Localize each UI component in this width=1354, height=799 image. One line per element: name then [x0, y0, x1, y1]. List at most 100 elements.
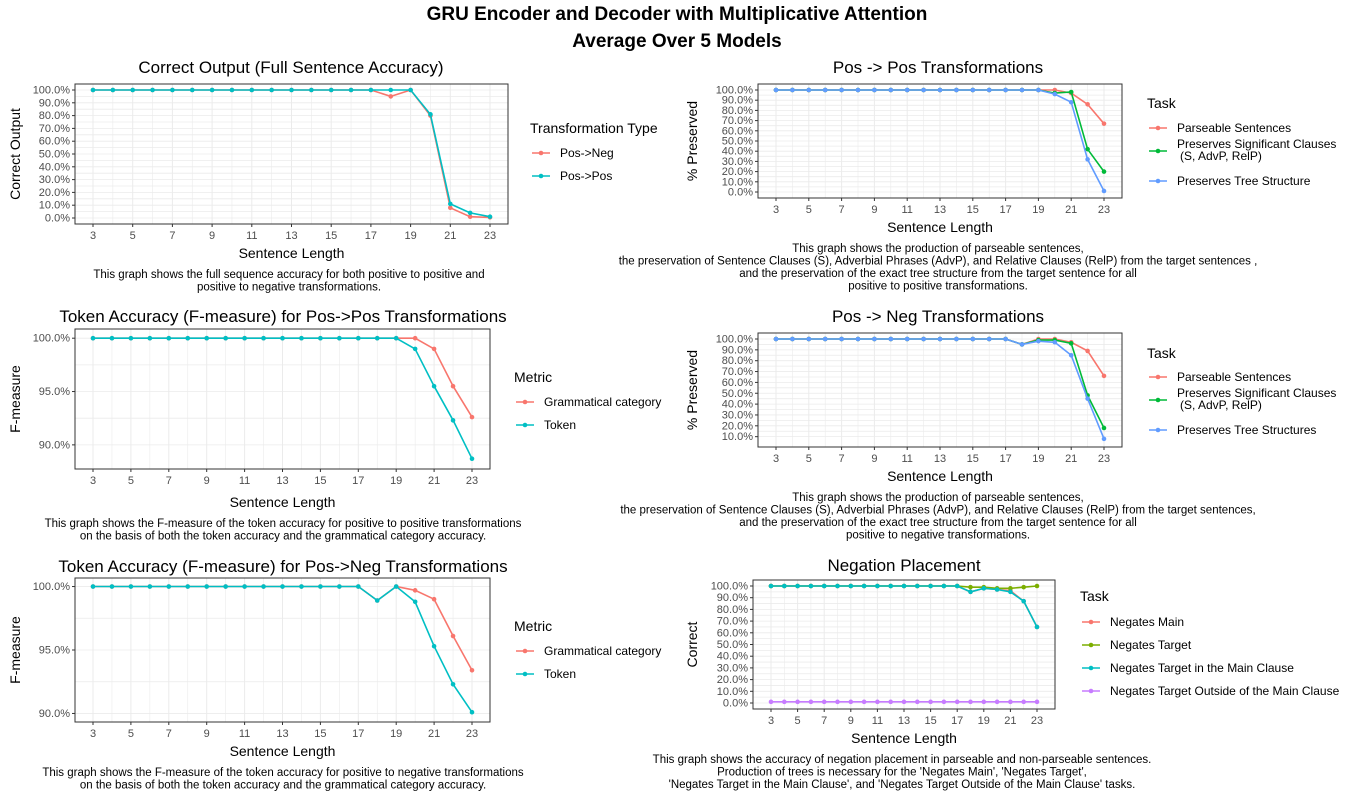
chart-title: Token Accuracy (F-measure) for Pos->Neg …: [58, 557, 507, 576]
data-point: [888, 699, 893, 705]
legend-key-point: [1155, 125, 1161, 131]
ytick-label: 30.0%: [722, 409, 753, 421]
ytick-label: 60.0%: [39, 136, 70, 148]
xtick-label: 5: [128, 475, 134, 487]
xtick-label: 23: [1031, 715, 1043, 727]
chart-caption: and the preservation of the exact tree s…: [739, 268, 1137, 280]
chart-caption: positive to negative transformations.: [197, 282, 381, 294]
xtick-label: 9: [204, 728, 210, 740]
xtick-label: 17: [352, 728, 364, 740]
legend-key-point: [538, 150, 544, 156]
data-point: [1036, 87, 1041, 93]
data-point: [431, 383, 437, 389]
ytick-label: 100.0%: [716, 334, 754, 346]
data-point: [986, 87, 992, 93]
ytick-label: 50.0%: [722, 136, 753, 148]
ytick-label: 10.0%: [722, 176, 753, 188]
data-point: [469, 668, 475, 673]
ytick-label: 50.0%: [39, 149, 70, 161]
data-point: [1101, 121, 1107, 126]
chart-caption: positive to negative transformations.: [846, 530, 1030, 542]
data-point: [1034, 624, 1040, 630]
data-point: [1085, 348, 1090, 354]
data-point: [888, 583, 893, 589]
xtick-label: 9: [871, 453, 877, 465]
ytick-label: 70.0%: [722, 115, 753, 127]
xtick-label: 13: [276, 728, 288, 740]
data-point: [408, 87, 413, 93]
data-point: [994, 587, 1000, 592]
y-axis-label: % Preserved: [684, 101, 700, 181]
chart-caption: This graph shows the production of parse…: [792, 243, 1084, 255]
data-point: [872, 87, 877, 93]
data-point: [1021, 598, 1026, 604]
figure-title: GRU Encoder and Decoder with Multiplicat…: [426, 4, 928, 25]
data-point: [835, 699, 840, 705]
ytick-label: 100.0%: [33, 85, 71, 97]
y-axis-label: F-measure: [7, 365, 23, 433]
xtick-label: 13: [898, 715, 910, 727]
legend-key-point: [1088, 665, 1094, 671]
chart-title: Token Accuracy (F-measure) for Pos->Pos …: [59, 307, 506, 326]
data-point: [261, 584, 266, 589]
xtick-label: 21: [1065, 453, 1077, 465]
legend-key-point: [1155, 374, 1161, 380]
xtick-label: 11: [901, 204, 912, 216]
data-point: [806, 87, 812, 93]
data-point: [822, 336, 828, 342]
data-point: [467, 214, 473, 220]
ytick-label: 90.0%: [717, 592, 748, 604]
chart-caption: This graph shows the F-measure of the to…: [42, 767, 524, 779]
data-point: [904, 87, 910, 93]
data-point: [289, 87, 294, 93]
xtick-label: 19: [390, 728, 402, 740]
xtick-label: 3: [773, 453, 779, 465]
xtick-label: 7: [839, 453, 845, 465]
data-point: [768, 583, 774, 589]
data-point: [1085, 396, 1090, 401]
chart-caption: This graph shows the full sequence accur…: [93, 269, 484, 281]
legend-title: Task: [1080, 588, 1110, 604]
data-point: [90, 87, 96, 93]
ytick-label: 80.0%: [722, 355, 753, 367]
legend-label: Parseable Sentences: [1177, 370, 1291, 384]
data-point: [888, 87, 894, 93]
xtick-label: 5: [795, 715, 801, 727]
ytick-label: 30.0%: [717, 662, 748, 674]
data-point: [428, 112, 433, 117]
ytick-label: 0.0%: [45, 213, 70, 225]
data-point: [839, 336, 844, 342]
data-point: [109, 335, 115, 341]
data-point: [1085, 101, 1090, 107]
data-point: [875, 583, 880, 589]
data-point: [954, 336, 959, 342]
data-point: [875, 699, 880, 705]
data-point: [487, 214, 493, 220]
chart-p3: 90.0% 95.0% 100.0% 3 5 7 9 11 13 15 17 19 21 23 Token …: [7, 307, 661, 543]
figure-subtitle: Average Over 5 Models: [572, 31, 782, 52]
xtick-label: 9: [209, 230, 215, 242]
data-point: [915, 583, 920, 589]
ytick-label: 20.0%: [39, 187, 70, 199]
data-point: [941, 583, 947, 589]
legend-title: Task: [1147, 95, 1177, 111]
data-point: [328, 87, 334, 93]
legend-key-point: [1155, 178, 1161, 184]
data-point: [261, 335, 266, 341]
data-point: [393, 584, 399, 589]
xtick-label: 15: [314, 728, 326, 740]
data-point: [808, 699, 814, 705]
data-point: [368, 87, 374, 93]
legend-key-point: [1088, 688, 1094, 694]
data-point: [170, 87, 175, 93]
ytick-label: 90.0%: [722, 95, 753, 107]
data-point: [229, 87, 235, 93]
data-point: [448, 205, 453, 211]
ytick-label: 40.0%: [722, 399, 753, 411]
data-point: [185, 335, 191, 341]
data-point: [768, 699, 774, 705]
legend-label: (S, AdvP, RelP): [1180, 398, 1262, 412]
ytick-label: 60.0%: [722, 125, 753, 137]
xtick-label: 17: [999, 453, 1011, 465]
chart-caption: This graph shows the accuracy of negatio…: [653, 754, 1152, 766]
